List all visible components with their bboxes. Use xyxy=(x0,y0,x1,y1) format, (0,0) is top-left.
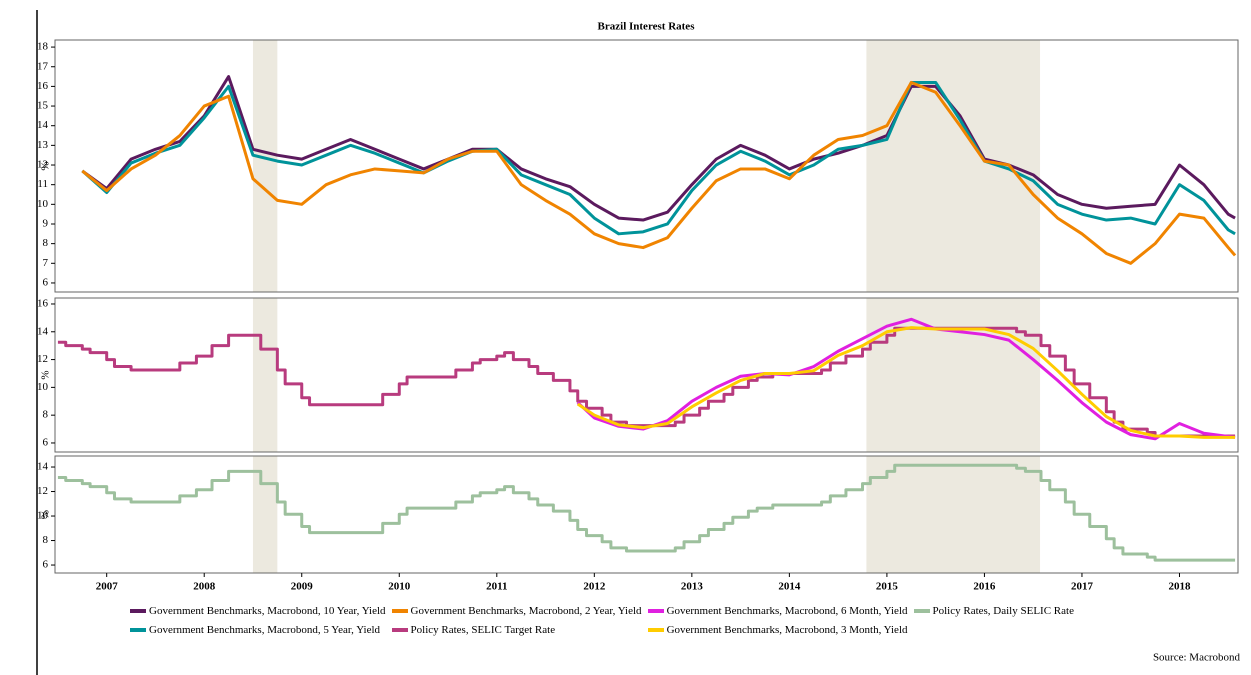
series-line xyxy=(57,463,1236,562)
legend-swatch xyxy=(913,608,930,613)
shaded-period xyxy=(252,40,278,292)
panel-frame xyxy=(54,39,1239,293)
series-line xyxy=(576,326,1236,439)
legend-swatch xyxy=(647,608,664,613)
y-tick-label: 6 xyxy=(43,559,49,571)
y-tick-label: 10 xyxy=(37,510,49,522)
y-tick-label: 7 xyxy=(43,257,49,269)
y-tick-label: 13 xyxy=(37,139,49,151)
legend-label: Policy Rates, SELIC Target Rate xyxy=(410,623,556,636)
x-tick-label: 2015 xyxy=(876,581,899,593)
y-tick-label: 8 xyxy=(43,409,49,421)
series-line xyxy=(81,80,1236,236)
series-line xyxy=(576,317,1236,441)
y-tick-label: 14 xyxy=(37,119,49,131)
y-axis-label: % xyxy=(40,510,52,519)
legend-label: Government Benchmarks, Macrobond, 6 Mont… xyxy=(666,604,908,617)
legend-label: Government Benchmarks, Macrobond, 2 Year… xyxy=(410,604,642,617)
x-tick-label: 2012 xyxy=(583,581,606,593)
shaded-period xyxy=(252,456,278,573)
legend-item: Policy Rates, SELIC Target Rate xyxy=(391,620,642,639)
legend: Government Benchmarks, Macrobond, 10 Yea… xyxy=(130,601,1074,639)
y-tick-label: 17 xyxy=(37,60,49,72)
y-tick-label: 14 xyxy=(37,461,49,473)
legend-label: Government Benchmarks, Macrobond, 3 Mont… xyxy=(666,623,908,636)
y-tick-label: 15 xyxy=(37,100,49,112)
y-tick-label: 14 xyxy=(37,325,49,337)
legend-label: Government Benchmarks, Macrobond, 10 Yea… xyxy=(149,604,386,617)
legend-swatch xyxy=(130,608,146,613)
y-axis-label: % xyxy=(40,370,52,379)
shaded-period xyxy=(866,298,1041,452)
y-tick-label: 10 xyxy=(37,381,49,393)
y-tick-label: 16 xyxy=(37,80,49,92)
y-tick-label: 6 xyxy=(43,436,49,448)
legend-item: Government Benchmarks, Macrobond, 6 Mont… xyxy=(647,601,908,620)
legend-item: Government Benchmarks, Macrobond, 3 Mont… xyxy=(647,620,908,639)
y-tick-label: 9 xyxy=(43,218,49,230)
x-tick-label: 2008 xyxy=(193,581,216,593)
chart-title: Brazil Interest Rates xyxy=(598,21,696,33)
x-tick-label: 2013 xyxy=(681,581,704,593)
legend-item: Government Benchmarks, Macrobond, 2 Year… xyxy=(391,601,642,620)
legend-swatch xyxy=(391,627,408,632)
shaded-period xyxy=(866,456,1041,573)
x-tick-label: 2010 xyxy=(388,581,411,593)
y-tick-label: 8 xyxy=(43,534,49,546)
y-tick-label: 12 xyxy=(37,353,48,365)
source: Source: Macrobond xyxy=(1153,652,1241,664)
y-tick-label: 6 xyxy=(43,276,49,288)
y-tick-label: 12 xyxy=(37,485,48,497)
panel-frame xyxy=(54,297,1239,453)
y-tick-label: 11 xyxy=(37,178,48,190)
shaded-period xyxy=(252,298,278,452)
y-axis-label: % xyxy=(40,161,52,170)
x-tick-label: 2007 xyxy=(96,581,119,593)
x-tick-label: 2017 xyxy=(1071,581,1094,593)
x-tick-label: 2009 xyxy=(291,581,314,593)
y-tick-label: 18 xyxy=(37,41,49,53)
y-tick-label: 10 xyxy=(37,198,49,210)
panel-frame xyxy=(54,455,1239,574)
y-tick-label: 8 xyxy=(43,237,49,249)
legend-label: Government Benchmarks, Macrobond, 5 Year… xyxy=(149,623,381,636)
x-tick-label: 2011 xyxy=(486,581,507,593)
legend-swatch xyxy=(130,627,146,632)
y-tick-label: 16 xyxy=(37,298,49,310)
legend-swatch xyxy=(647,627,664,632)
legend-swatch xyxy=(391,608,408,613)
y-tick-label: 12 xyxy=(37,159,48,171)
legend-label: Policy Rates, Daily SELIC Rate xyxy=(932,604,1074,617)
x-tick-label: 2016 xyxy=(973,581,996,593)
x-tick-label: 2014 xyxy=(778,581,801,593)
legend-item: Government Benchmarks, Macrobond, 5 Year… xyxy=(130,620,386,639)
legend-item: Government Benchmarks, Macrobond, 10 Yea… xyxy=(130,601,386,620)
x-tick-label: 2018 xyxy=(1168,581,1191,593)
series-line xyxy=(81,80,1237,265)
legend-item: Policy Rates, Daily SELIC Rate xyxy=(913,601,1074,620)
series-line xyxy=(57,326,1236,438)
series-line xyxy=(81,75,1236,222)
